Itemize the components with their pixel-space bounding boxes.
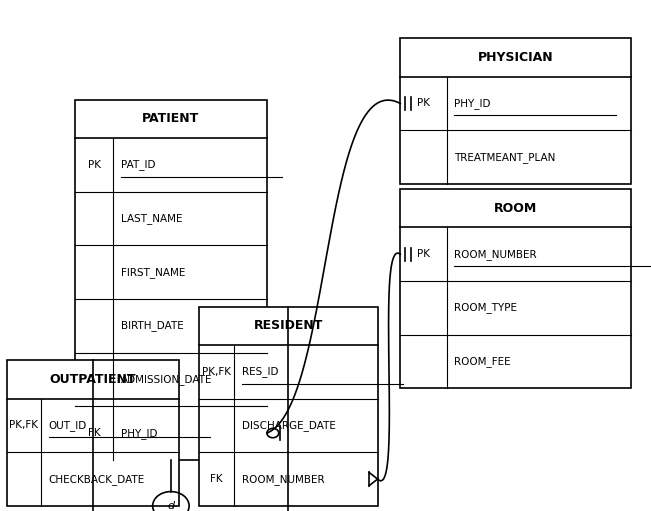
Text: CHECKBACK_DATE: CHECKBACK_DATE bbox=[49, 474, 145, 484]
Bar bbox=[400, 189, 631, 388]
Text: PAT_ID: PAT_ID bbox=[121, 159, 156, 170]
Text: PHYSICIAN: PHYSICIAN bbox=[478, 51, 554, 64]
Text: ROOM: ROOM bbox=[494, 202, 538, 215]
Text: BIRTH_DATE: BIRTH_DATE bbox=[121, 320, 184, 331]
Text: LAST_NAME: LAST_NAME bbox=[121, 213, 182, 224]
Text: RESIDENT: RESIDENT bbox=[253, 319, 323, 332]
Text: PATIENT: PATIENT bbox=[143, 112, 199, 125]
Text: PK,FK: PK,FK bbox=[9, 421, 38, 430]
Text: PK,FK: PK,FK bbox=[202, 367, 231, 377]
Text: DISCHARGE_DATE: DISCHARGE_DATE bbox=[242, 420, 336, 431]
Text: ROOM_FEE: ROOM_FEE bbox=[454, 356, 511, 367]
Text: OUTPATIENT: OUTPATIENT bbox=[49, 373, 136, 386]
Text: PHY_ID: PHY_ID bbox=[121, 428, 158, 438]
Text: ROOM_TYPE: ROOM_TYPE bbox=[454, 303, 518, 313]
Bar bbox=[199, 307, 378, 506]
Text: TREATMEANT_PLAN: TREATMEANT_PLAN bbox=[454, 152, 556, 162]
Text: PK: PK bbox=[417, 99, 430, 108]
Text: RES_ID: RES_ID bbox=[242, 366, 279, 377]
Text: FK: FK bbox=[88, 428, 100, 438]
Text: PK: PK bbox=[417, 249, 430, 259]
Text: PK: PK bbox=[88, 160, 100, 170]
Text: ROOM_NUMBER: ROOM_NUMBER bbox=[454, 249, 537, 260]
Text: PHY_ID: PHY_ID bbox=[454, 98, 491, 109]
Bar bbox=[7, 360, 179, 506]
Text: FK: FK bbox=[210, 474, 223, 484]
Bar bbox=[75, 100, 267, 460]
Text: d: d bbox=[167, 501, 174, 511]
Bar bbox=[400, 38, 631, 184]
Text: OUT_ID: OUT_ID bbox=[49, 420, 87, 431]
Text: ROOM_NUMBER: ROOM_NUMBER bbox=[242, 474, 325, 484]
Text: FIRST_NAME: FIRST_NAME bbox=[121, 267, 186, 277]
Text: ADMISSION_DATE: ADMISSION_DATE bbox=[121, 374, 213, 385]
